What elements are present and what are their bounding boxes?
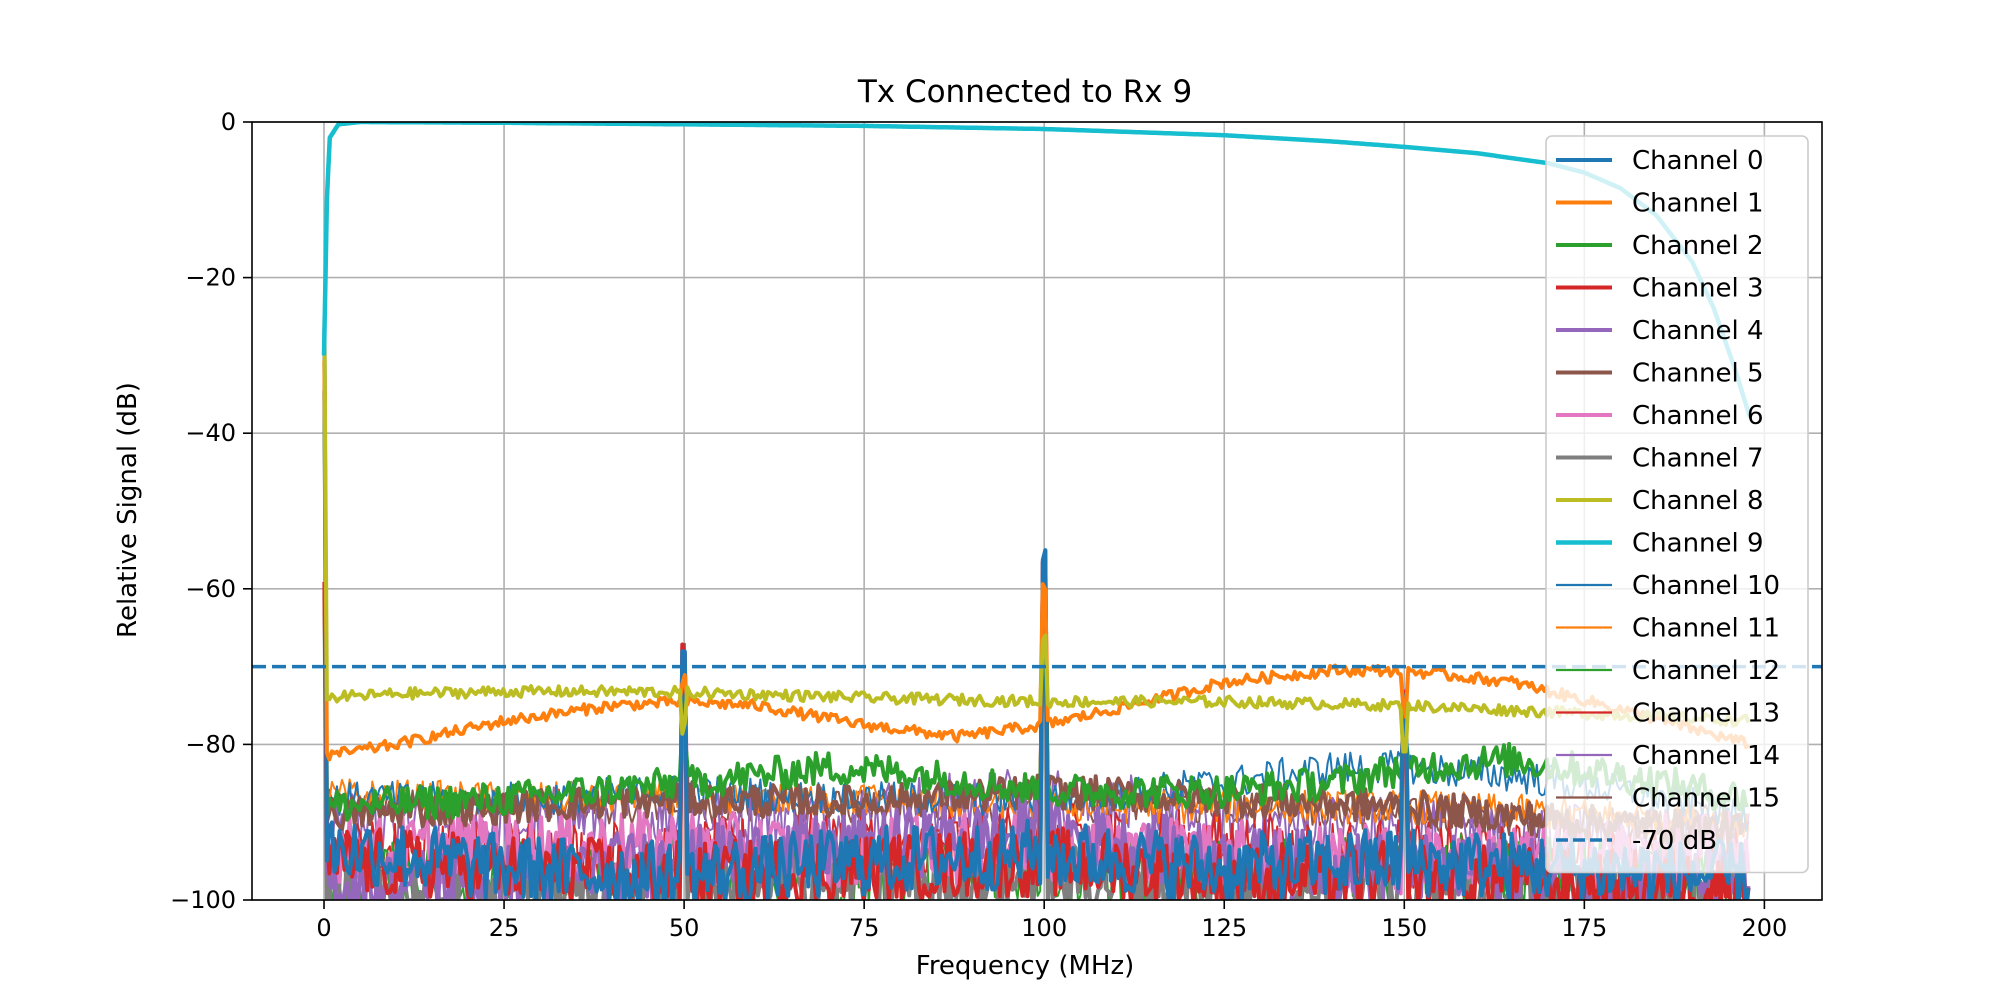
y-axis: −100 −80 −60 −40 −20 0 bbox=[170, 108, 252, 914]
y-tick-label: −100 bbox=[170, 886, 236, 914]
legend-label: Channel 4 bbox=[1632, 316, 1764, 346]
y-axis-label: Relative Signal (dB) bbox=[113, 382, 143, 638]
legend-label: Channel 7 bbox=[1632, 444, 1764, 474]
x-tick-label: 150 bbox=[1381, 914, 1427, 942]
legend-label: Channel 9 bbox=[1632, 529, 1764, 559]
legend-label: -70 dB bbox=[1632, 826, 1717, 856]
x-tick-label: 0 bbox=[316, 914, 331, 942]
x-tick-label: 100 bbox=[1021, 914, 1067, 942]
y-tick-label: −80 bbox=[185, 730, 236, 758]
y-tick-label: 0 bbox=[221, 108, 236, 136]
legend-label: Channel 0 bbox=[1632, 146, 1764, 176]
legend-label: Channel 5 bbox=[1632, 359, 1764, 389]
plot-frame bbox=[251, 121, 1823, 901]
x-tick-label: 50 bbox=[669, 914, 700, 942]
y-tick-label: −60 bbox=[185, 575, 236, 603]
legend-label: Channel 13 bbox=[1632, 699, 1780, 729]
x-axis: 0 25 50 75 100 125 150 175 200 bbox=[316, 900, 1787, 942]
series-line-channel-0 bbox=[322, 328, 1751, 900]
legend: Channel 0 Channel 1 Channel 2 Channel 3 Chan… bbox=[1545, 135, 1809, 874]
y-tick-label: −20 bbox=[185, 264, 236, 292]
legend-label: Channel 10 bbox=[1632, 571, 1780, 601]
x-tick-label: 25 bbox=[489, 914, 520, 942]
legend-label: Channel 12 bbox=[1632, 656, 1780, 686]
legend-label: Channel 6 bbox=[1632, 401, 1764, 431]
legend-label: Channel 3 bbox=[1632, 274, 1764, 304]
legend-box bbox=[1545, 135, 1809, 874]
series-line-channel-1 bbox=[322, 360, 1750, 762]
series-line-channel-9 bbox=[321, 122, 1753, 419]
x-axis-label: Frequency (MHz) bbox=[916, 951, 1135, 981]
series-line-channel-8 bbox=[322, 318, 1751, 754]
legend-label: Channel 2 bbox=[1632, 231, 1764, 261]
chart-title: Tx Connected to Rx 9 bbox=[857, 74, 1192, 110]
y-tick-label: −40 bbox=[185, 419, 236, 447]
legend-label: Channel 1 bbox=[1632, 189, 1764, 219]
x-tick-label: 200 bbox=[1741, 914, 1787, 942]
x-tick-label: 175 bbox=[1561, 914, 1607, 942]
legend-label: Channel 14 bbox=[1632, 741, 1780, 771]
series-layer bbox=[321, 122, 1753, 900]
x-tick-label: 125 bbox=[1201, 914, 1247, 942]
legend-label: Channel 8 bbox=[1632, 486, 1764, 516]
series-line-channel-2 bbox=[322, 390, 1750, 822]
x-tick-label: 75 bbox=[849, 914, 880, 942]
legend-label: Channel 15 bbox=[1632, 784, 1780, 814]
legend-label: Channel 11 bbox=[1632, 614, 1780, 644]
